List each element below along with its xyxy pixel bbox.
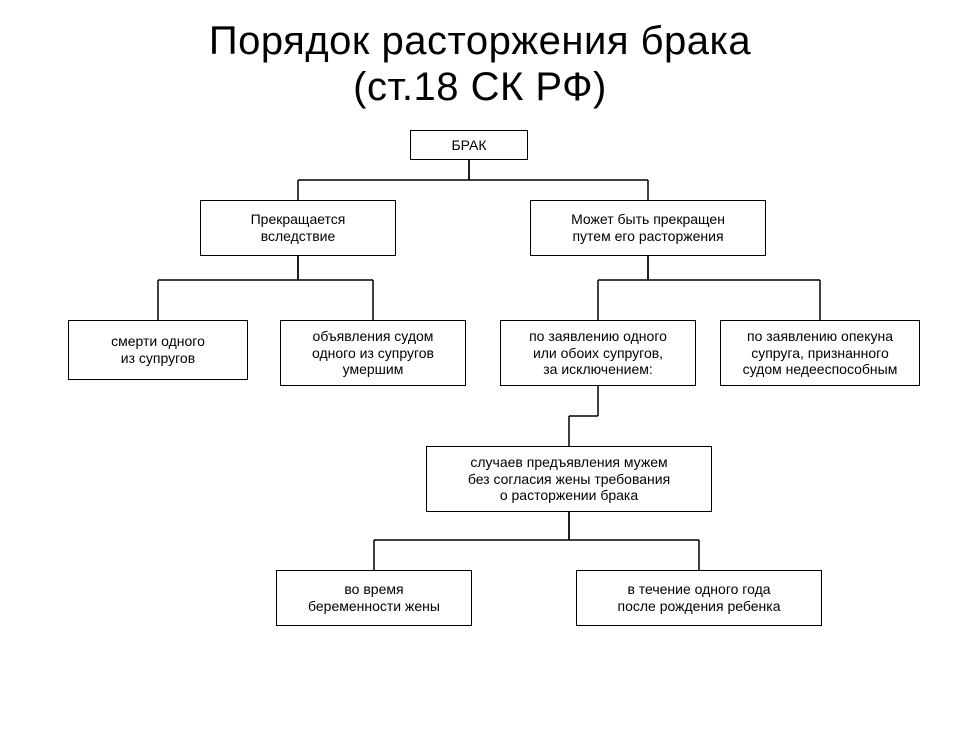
node-n9: во времябеременности жены [276,570,472,626]
node-n6: по заявлению одногоили обоих супругов,за… [500,320,696,386]
flowchart-container: БРАК Прекращаетсявследствие Может быть пре… [0,120,960,710]
page-title: Порядок расторжения брака (ст.18 СК РФ) [0,18,960,110]
node-n3: Может быть прекращенпутем его расторжени… [530,200,766,256]
node-n5: объявления судомодного из супруговумерши… [280,320,466,386]
title-line-2: (ст.18 СК РФ) [353,65,607,109]
node-n1: БРАК [410,130,528,160]
node-n7: по заявлению опекунасупруга, признанного… [720,320,920,386]
node-n8: случаев предъявления мужембез согласия ж… [426,446,712,512]
node-n10: в течение одного годапосле рождения ребе… [576,570,822,626]
node-n4: смерти одногоиз супругов [68,320,248,380]
node-n2: Прекращаетсявследствие [200,200,396,256]
title-line-1: Порядок расторжения брака [209,19,751,63]
